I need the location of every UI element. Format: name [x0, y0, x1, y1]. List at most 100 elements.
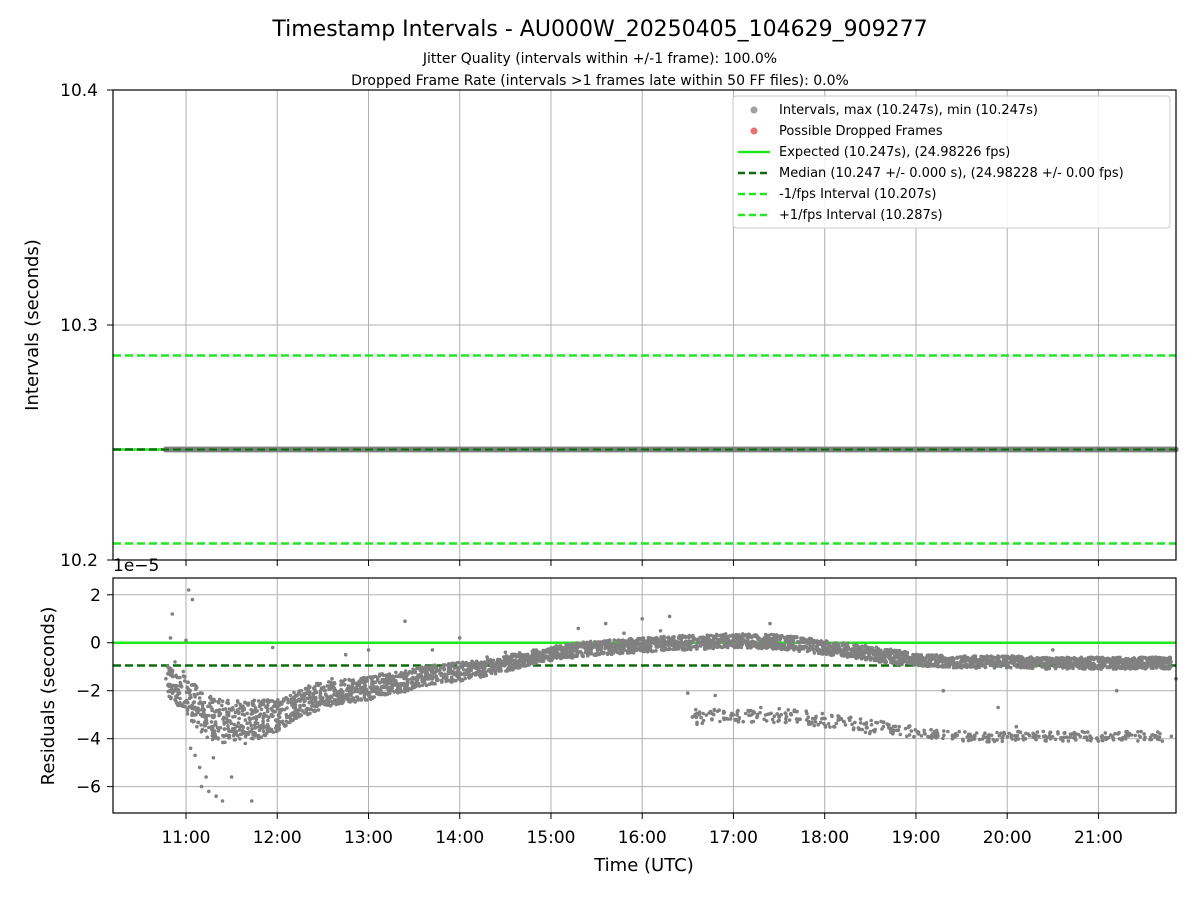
- residual-point: [342, 682, 347, 687]
- residual-point: [987, 739, 991, 743]
- residual-point: [307, 684, 311, 688]
- residual-point: [221, 707, 226, 712]
- residual-point: [363, 684, 368, 688]
- residual-point: [959, 660, 964, 664]
- residual-point: [278, 700, 283, 705]
- residual-point: [1165, 664, 1169, 669]
- residual-point: [208, 701, 212, 706]
- residual-point: [193, 705, 197, 710]
- residual-point: [701, 718, 706, 723]
- residual-point: [302, 693, 307, 698]
- residual-point: [792, 708, 797, 712]
- residual-point: [642, 647, 647, 652]
- residual-point: [710, 718, 714, 722]
- residual-point: [1023, 736, 1028, 741]
- residual-point: [567, 650, 571, 655]
- residual-point: [753, 640, 758, 645]
- residual-point: [175, 675, 180, 680]
- residual-point: [1016, 737, 1021, 741]
- residual-point: [521, 655, 526, 659]
- residual-point: [632, 649, 636, 654]
- residual-point: [460, 665, 465, 670]
- residual-point: [654, 645, 659, 649]
- residual-point: [282, 707, 287, 712]
- residual-point: [800, 645, 804, 649]
- residual-point: [772, 645, 776, 649]
- residual-point: [1032, 660, 1037, 664]
- x-tick-label: 18:00: [800, 828, 849, 848]
- residual-point: [676, 645, 681, 650]
- residual-point: [534, 651, 538, 655]
- residual-point: [867, 656, 871, 660]
- residual-point: [382, 678, 386, 682]
- residual-point: [695, 722, 699, 727]
- residual-point: [325, 684, 330, 688]
- residual-point: [403, 619, 407, 623]
- residual-point: [171, 683, 175, 688]
- residual-point: [236, 700, 240, 704]
- residual-point: [307, 707, 311, 711]
- intervals-x-ticks: [185, 560, 1099, 566]
- residual-point: [632, 639, 636, 644]
- residual-point: [424, 671, 428, 676]
- residual-point: [186, 588, 191, 592]
- residual-point: [394, 674, 398, 679]
- residual-point: [1089, 736, 1094, 740]
- residual-point: [1017, 661, 1021, 665]
- residual-point: [421, 669, 426, 674]
- residual-point: [451, 662, 456, 666]
- residual-point: [1136, 730, 1140, 734]
- residual-point: [625, 649, 630, 653]
- residual-point: [801, 637, 805, 641]
- legend-label-expected: Expected (10.247s), (24.98226 fps): [779, 145, 1010, 160]
- residual-point: [826, 722, 831, 726]
- residual-point: [767, 712, 772, 716]
- residual-point: [324, 692, 328, 697]
- residual-point: [851, 727, 856, 732]
- residual-point: [233, 714, 237, 719]
- residual-point: [222, 727, 227, 731]
- residual-point: [735, 710, 740, 714]
- residual-point: [481, 674, 486, 678]
- residuals-y-ticks: 20−2−4−6: [76, 586, 113, 798]
- residual-point: [233, 737, 238, 742]
- residual-point: [214, 723, 218, 727]
- residual-point: [254, 734, 258, 738]
- residual-point: [1133, 733, 1137, 738]
- residual-point: [995, 738, 999, 742]
- residual-point: [341, 696, 346, 700]
- residual-point: [454, 678, 458, 683]
- residual-point: [880, 651, 885, 656]
- residual-point: [649, 638, 654, 643]
- legend-label-median: Median (10.247 +/- 0.000 s), (24.98228 +…: [779, 166, 1124, 181]
- residual-point: [756, 637, 760, 641]
- residual-point: [841, 641, 846, 645]
- residual-point: [659, 648, 664, 652]
- residual-point: [362, 692, 367, 697]
- residual-point: [751, 634, 755, 638]
- residual-point: [772, 720, 776, 725]
- residual-point: [1111, 666, 1116, 670]
- residual-point: [516, 666, 521, 670]
- residual-point: [254, 725, 258, 730]
- residual-point: [1113, 731, 1117, 736]
- residual-point: [588, 639, 593, 644]
- residual-point: [228, 719, 232, 723]
- residual-point: [737, 716, 741, 721]
- residual-point: [1056, 730, 1060, 734]
- residual-point: [1009, 655, 1013, 660]
- residual-point: [1035, 730, 1040, 734]
- residual-point: [412, 676, 416, 681]
- residual-point: [207, 695, 212, 700]
- residual-point: [842, 646, 847, 651]
- residual-point: [869, 718, 873, 723]
- residual-point: [941, 736, 945, 741]
- residual-point: [1005, 662, 1009, 667]
- residual-point: [275, 706, 280, 711]
- residual-point: [435, 678, 440, 683]
- residual-point: [433, 670, 438, 674]
- residual-point: [1124, 736, 1128, 741]
- residual-point: [493, 668, 498, 673]
- residual-point: [686, 691, 690, 695]
